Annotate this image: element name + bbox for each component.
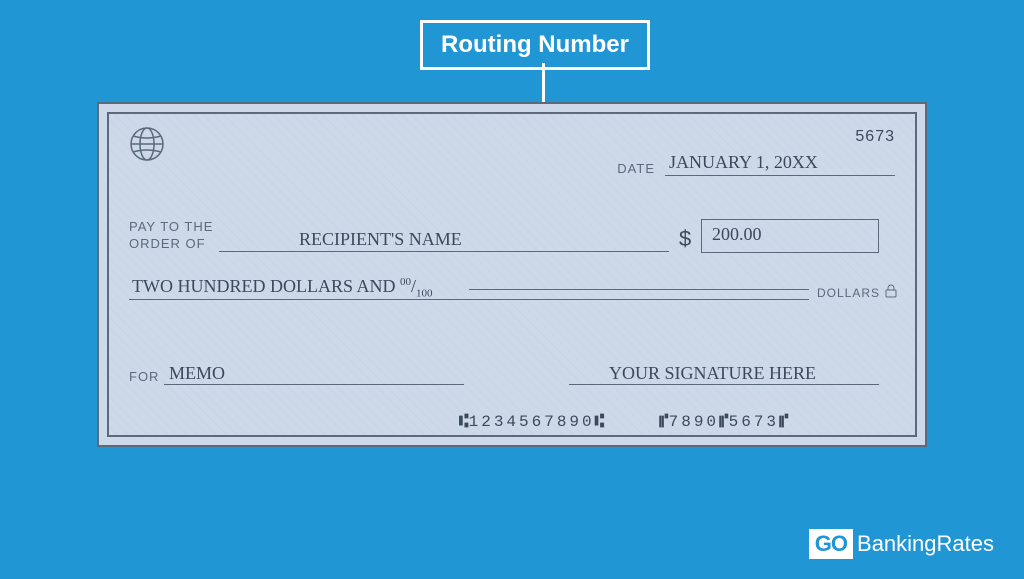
gobankingrates-logo: GO BankingRates <box>809 529 994 559</box>
payto-line2: ORDER OF <box>129 236 206 251</box>
date-label: DATE <box>617 161 655 176</box>
recipient-name: RECIPIENT'S NAME <box>299 229 462 250</box>
cents-denominator: 100 <box>416 288 433 300</box>
routing-number-callout: Routing Number <box>420 20 650 70</box>
check-number: 5673 <box>855 128 895 146</box>
payto-line1: PAY TO THE <box>129 219 213 234</box>
dollar-sign: $ <box>679 226 691 252</box>
memo-underline <box>164 384 464 385</box>
for-label: FOR <box>129 369 159 384</box>
amount-numeric-box: 200.00 <box>701 219 879 253</box>
amount-written-fill-line <box>469 289 809 290</box>
logo-go: GO <box>809 529 853 559</box>
check-digits: 5673 <box>729 413 779 431</box>
check-container: 5673 DATE JANUARY 1, 20XX PAY TO THE ORD… <box>97 102 927 447</box>
signature-value: YOUR SIGNATURE HERE <box>609 363 816 384</box>
cents-numerator: 00 <box>400 276 411 288</box>
date-row: DATE JANUARY 1, 20XX <box>617 152 895 176</box>
dollars-label: DOLLARS <box>817 286 880 300</box>
pay-to-order-label: PAY TO THE ORDER OF <box>129 219 213 253</box>
logo-text: BankingRates <box>857 531 994 557</box>
callout-label: Routing Number <box>441 31 629 58</box>
amount-written-text: TWO HUNDRED DOLLARS AND <box>132 276 400 296</box>
payto-underline <box>219 251 669 252</box>
amount-written: TWO HUNDRED DOLLARS AND 00/100 <box>132 276 433 300</box>
signature-underline <box>569 384 879 385</box>
memo-value: MEMO <box>169 363 225 384</box>
lock-icon <box>885 284 897 303</box>
account-digits: 7890 <box>669 413 719 431</box>
micr-routing-number: ⑆1234567890⑆ <box>459 413 604 431</box>
date-value: JANUARY 1, 20XX <box>665 152 895 176</box>
routing-digits: 1234567890 <box>469 413 595 431</box>
micr-account-number: ⑈7890⑈5673⑈ <box>659 413 789 431</box>
globe-icon <box>129 126 165 167</box>
